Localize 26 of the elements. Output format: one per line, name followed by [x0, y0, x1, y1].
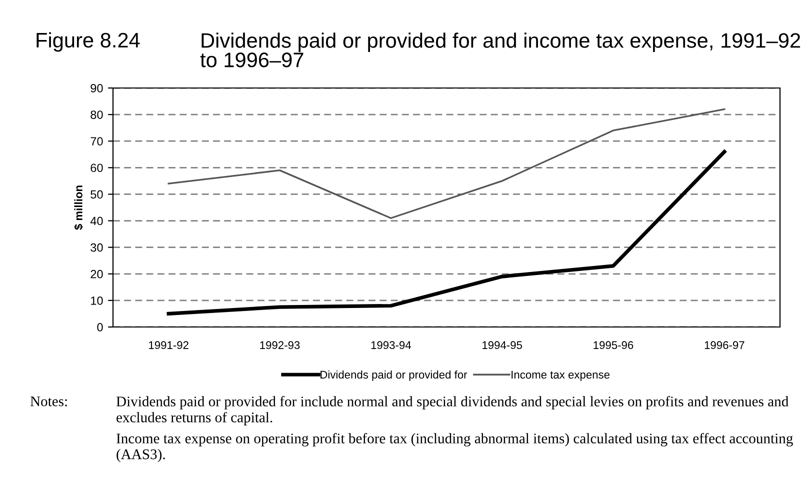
chart-subtitle: Dividends paid or provided for and income tax expense, 1991–92 to 1996–97: [200, 32, 800, 68]
legend-label: Income tax expense: [512, 370, 610, 381]
chart-title: Figure 8.24: [36, 32, 140, 52]
y-tick-label: 60: [90, 164, 103, 172]
y-axis-title: $ million: [74, 186, 84, 230]
text: Notes:: [30, 396, 67, 406]
y-tick-label: 50: [90, 190, 103, 199]
x-tick-label: 1994-95: [482, 341, 522, 350]
x-tick-label: 1991-92: [149, 341, 188, 350]
x-tick-label: 1993-94: [371, 341, 411, 350]
line-series: [168, 108, 726, 219]
y-tick-label: 10: [91, 296, 103, 305]
y-tick-label: 40: [90, 216, 103, 226]
y-tick-label: 0: [97, 323, 103, 332]
y-tick-label: 90: [90, 84, 103, 92]
text: Dividends paid or provided for include normal and special dividends and special levies on profits and revenues and excludes returns of capital.: [116, 396, 788, 426]
legend-label: Dividends paid or provided for: [320, 370, 468, 381]
line-series: [166, 150, 726, 316]
x-tick-label: 1996-97: [704, 341, 744, 350]
text: Income tax expense on operating profit before tax (including abnormal items) calculated using tax effect accounting (AAS3).: [116, 433, 793, 462]
x-tick-label: 1992-93: [260, 341, 300, 350]
y-tick-label: 20: [90, 270, 103, 278]
y-tick-label: 80: [90, 110, 103, 119]
x-tick-label: 1995-96: [594, 341, 634, 350]
y-tick-label: 70: [90, 137, 103, 146]
y-tick-label: 30: [90, 243, 103, 252]
